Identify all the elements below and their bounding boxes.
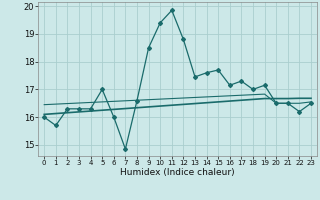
X-axis label: Humidex (Indice chaleur): Humidex (Indice chaleur) [120,168,235,177]
